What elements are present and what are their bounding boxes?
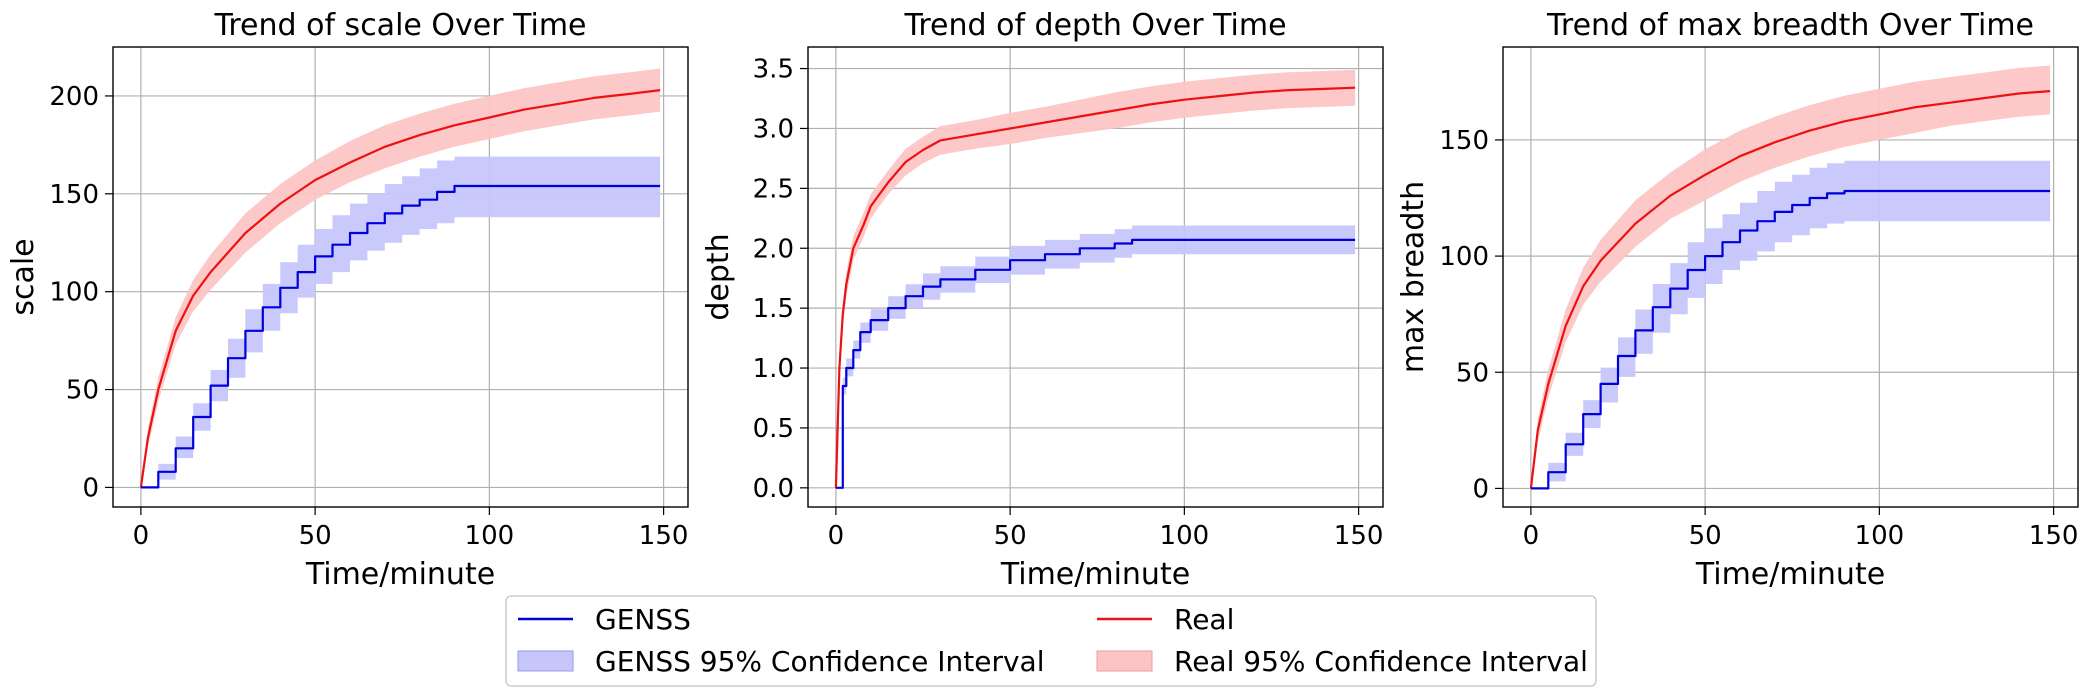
y-axis-title: depth	[701, 233, 736, 320]
series-line-real	[1529, 90, 2051, 489]
chart-panel-1: 0 50 100 150 0 50 100 150 200 Trend of scale Over…	[6, 8, 689, 592]
x-tick-label: 100	[465, 521, 515, 551]
legend-real-ci-swatch	[1096, 650, 1153, 672]
x-axis-title: Time/minute	[305, 557, 495, 592]
legend-frame	[505, 595, 1597, 687]
x-tick-label: 50	[994, 521, 1027, 551]
y-tick-label: 0	[82, 473, 99, 503]
band-genss-ci	[140, 156, 661, 488]
y-tick-label: 150	[1439, 126, 1489, 156]
chart-title: Trend of depth Over Time	[903, 8, 1286, 43]
band-genss-ci	[835, 225, 1356, 488]
y-tick-label: 0	[1472, 474, 1489, 504]
x-tick-label: 0	[828, 521, 845, 551]
y-tick-label: 200	[49, 82, 99, 112]
x-tick-label: 50	[299, 521, 332, 551]
legend: GENSS GENSS 95% Confidence Interval Real…	[505, 595, 1597, 687]
y-tick-label: 2.5	[753, 174, 794, 204]
x-tick-label: 150	[639, 521, 689, 551]
y-axis-title: max breadth	[1396, 181, 1431, 373]
plot-frame	[1502, 46, 2079, 508]
y-tick-label: 1.0	[753, 354, 794, 384]
series-line-real	[139, 89, 661, 488]
legend-genss-label: GENSS	[595, 603, 691, 636]
band-real-ci	[1530, 65, 2051, 489]
series-line-genss	[835, 238, 1356, 489]
band-genss-ci	[1530, 160, 2051, 489]
series-line-genss	[1530, 189, 2051, 490]
band-real-ci	[835, 69, 1356, 488]
plot-frame	[807, 46, 1384, 508]
y-tick-label: 0.0	[753, 474, 794, 504]
x-tick-label: 50	[1689, 521, 1722, 551]
y-tick-label: 0.5	[753, 414, 794, 444]
y-tick-label: 50	[1456, 358, 1489, 388]
y-tick-label: 3.5	[753, 55, 794, 85]
x-tick-label: 150	[2029, 521, 2079, 551]
legend-real-label: Real	[1174, 603, 1234, 636]
y-tick-label: 2.0	[753, 234, 794, 264]
chart-title: Trend of scale Over Time	[213, 8, 586, 43]
x-tick-label: 0	[133, 521, 150, 551]
chart-title: Trend of max breadth Over Time	[1546, 8, 2034, 43]
y-tick-label: 100	[1439, 242, 1489, 272]
x-tick-label: 0	[1523, 521, 1540, 551]
x-tick-label: 100	[1160, 521, 1210, 551]
x-axis-title: Time/minute	[1000, 557, 1190, 592]
x-tick-label: 150	[1334, 521, 1384, 551]
y-tick-label: 150	[49, 180, 99, 210]
y-tick-label: 3.0	[753, 114, 794, 144]
panels: 0 50 100 150 0 50 100 150 200 Trend of scale Over…	[6, 8, 2079, 592]
x-tick-label: 100	[1855, 521, 1905, 551]
legend-real-ci-label: Real 95% Confidence Interval	[1174, 645, 1588, 678]
y-tick-label: 50	[66, 376, 99, 406]
y-axis-title: scale	[6, 238, 41, 315]
x-axis-title: Time/minute	[1695, 557, 1885, 592]
band-real-ci	[140, 68, 661, 488]
legend-genss-ci-label: GENSS 95% Confidence Interval	[595, 645, 1044, 678]
series-line-genss	[140, 184, 661, 489]
chart-panel-3: 0 50 100 150 0 50 100 150 Trend of max breadth O…	[1396, 8, 2079, 592]
y-tick-label: 100	[49, 278, 99, 308]
series-line-real	[834, 86, 1356, 488]
chart-panel-2: 0 50 100 150 0.0 0.5 1.0 1.5 2.0 2.5 3.0 3.5 Trend o…	[701, 8, 1384, 592]
legend-genss-ci-swatch	[517, 650, 574, 672]
y-tick-label: 1.5	[753, 294, 794, 324]
plot-frame	[112, 46, 689, 508]
